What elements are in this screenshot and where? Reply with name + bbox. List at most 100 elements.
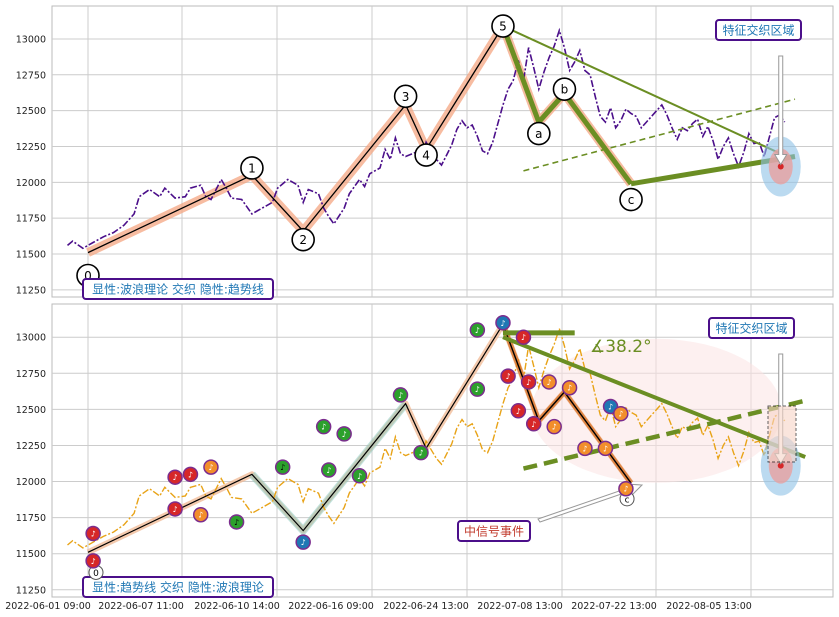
angle-label: ∡38.2° bbox=[590, 337, 652, 357]
y-tick-label: 11500 bbox=[16, 249, 46, 260]
event-marker bbox=[167, 469, 183, 485]
event-marker bbox=[351, 468, 368, 484]
event-marker-glyph: ♪ bbox=[521, 333, 526, 342]
wave-label-4: 4 bbox=[422, 149, 430, 163]
event-marker-glyph: ♪ bbox=[188, 470, 193, 479]
wave-label-5: 5 bbox=[499, 20, 507, 34]
event-marker bbox=[500, 368, 516, 384]
wave-label-marker bbox=[491, 14, 515, 38]
feature-dot bbox=[777, 462, 784, 469]
event-marker-glyph: ♪ bbox=[198, 511, 203, 520]
event-marker bbox=[546, 418, 562, 435]
signal-annotation: 中信号事件 bbox=[464, 524, 524, 539]
legend-label-box bbox=[82, 278, 274, 300]
event-marker-glyph: ♪ bbox=[208, 463, 213, 472]
y-tick-label: 11750 bbox=[16, 214, 46, 225]
event-marker bbox=[561, 379, 578, 396]
event-marker-glyph: ♪ bbox=[506, 372, 511, 381]
event-marker bbox=[203, 459, 219, 475]
wave-label-1: 1 bbox=[248, 161, 256, 175]
wave-label-marker bbox=[527, 121, 551, 146]
event-marker-glyph: ♪ bbox=[301, 538, 306, 547]
abc-wave-line bbox=[502, 323, 632, 484]
wave-label-marker bbox=[619, 187, 643, 212]
event-marker-glyph: ♪ bbox=[342, 430, 347, 439]
wave-label-3: 3 bbox=[402, 90, 410, 104]
x-axis: 2022-06-01 09:00 2022-06-07 11:00 2022-06-… bbox=[5, 601, 752, 612]
bottom-panel: 11250 11500 11750 12000 12250 12500 12750 13000… bbox=[16, 303, 834, 598]
wave-label-marker bbox=[291, 227, 315, 252]
y-tick-label: 11250 bbox=[16, 585, 46, 596]
event-marker bbox=[541, 374, 557, 390]
wave-label-0: 0 bbox=[93, 569, 99, 579]
wave-label-b: b bbox=[561, 83, 569, 97]
wave-label-c: c bbox=[628, 193, 635, 207]
plot-frame bbox=[51, 5, 834, 298]
event-marker-glyph: ♪ bbox=[326, 466, 331, 475]
x-tick-label: 2022-06-01 09:00 bbox=[5, 601, 91, 612]
y-tick-label: 12000 bbox=[16, 178, 46, 189]
event-marker-glyph: ♪ bbox=[234, 518, 239, 527]
y-tick-label: 12500 bbox=[16, 106, 46, 117]
event-marker bbox=[413, 444, 429, 461]
event-marker bbox=[315, 418, 332, 435]
y-tick-label: 13000 bbox=[16, 333, 46, 344]
event-marker-glyph: ♪ bbox=[91, 529, 96, 538]
price-line bbox=[67, 326, 786, 549]
event-marker bbox=[520, 374, 537, 390]
event-marker-glyph: ♪ bbox=[567, 384, 572, 393]
y-tick-label: 13000 bbox=[16, 34, 46, 45]
signal-annotation-box bbox=[457, 520, 531, 542]
event-marker-glyph: ♪ bbox=[357, 472, 362, 481]
wave-label-0: 0 bbox=[84, 269, 92, 283]
event-marker bbox=[515, 329, 532, 345]
x-tick-label: 2022-07-22 13:00 bbox=[571, 601, 657, 612]
event-marker bbox=[274, 459, 291, 475]
event-marker-glyph: ♪ bbox=[500, 319, 505, 328]
event-marker-glyph: ♪ bbox=[91, 557, 96, 566]
event-marker-glyph: ♪ bbox=[552, 423, 557, 432]
event-marker bbox=[525, 416, 542, 432]
event-marker bbox=[228, 514, 245, 530]
y-tick-label: 11750 bbox=[16, 513, 46, 524]
x-tick-label: 2022-06-24 13:00 bbox=[383, 601, 469, 612]
event-marker bbox=[510, 403, 527, 419]
event-marker-glyph: ♪ bbox=[173, 473, 178, 482]
event-marker-glyph: ♪ bbox=[526, 378, 531, 387]
event-marker bbox=[613, 405, 629, 422]
event-marker bbox=[618, 480, 634, 497]
event-marker bbox=[495, 315, 511, 331]
feature-dot bbox=[777, 163, 784, 170]
event-marker bbox=[392, 387, 409, 403]
price-line bbox=[66, 27, 786, 250]
x-tick-label: 2022-07-08 13:00 bbox=[477, 601, 563, 612]
highlight-ellipse bbox=[531, 338, 782, 483]
wave-label-2: 2 bbox=[299, 233, 307, 247]
event-marker bbox=[182, 466, 199, 483]
y-tick-label: 12250 bbox=[16, 441, 46, 452]
event-marker bbox=[295, 534, 311, 550]
event-marker bbox=[469, 381, 486, 397]
event-marker bbox=[469, 322, 486, 338]
event-marker bbox=[85, 553, 101, 569]
y-tick-label: 12750 bbox=[16, 369, 46, 380]
wave-label-c: c bbox=[625, 495, 630, 505]
event-marker bbox=[192, 506, 209, 523]
event-marker bbox=[336, 426, 352, 442]
event-marker-glyph: ♪ bbox=[547, 378, 552, 387]
y-tick-label: 11250 bbox=[16, 285, 46, 296]
feature-annotation: 特征交织区域 bbox=[715, 321, 787, 336]
event-marker-glyph: ♪ bbox=[280, 463, 285, 472]
legend-label: 显性:波浪理论 交织 隐性:趋势线 bbox=[92, 282, 264, 297]
event-marker-glyph: ♪ bbox=[475, 326, 480, 335]
x-tick-label: 2022-06-07 11:00 bbox=[98, 601, 184, 612]
event-marker bbox=[167, 501, 183, 517]
event-marker bbox=[577, 440, 593, 457]
y-tick-label: 12000 bbox=[16, 477, 46, 488]
event-marker bbox=[85, 525, 101, 542]
trend-line-1 bbox=[523, 98, 796, 172]
y-tick-label: 12750 bbox=[16, 70, 46, 81]
event-marker-glyph: ♪ bbox=[623, 485, 628, 494]
feature-annotation-box bbox=[715, 19, 802, 41]
